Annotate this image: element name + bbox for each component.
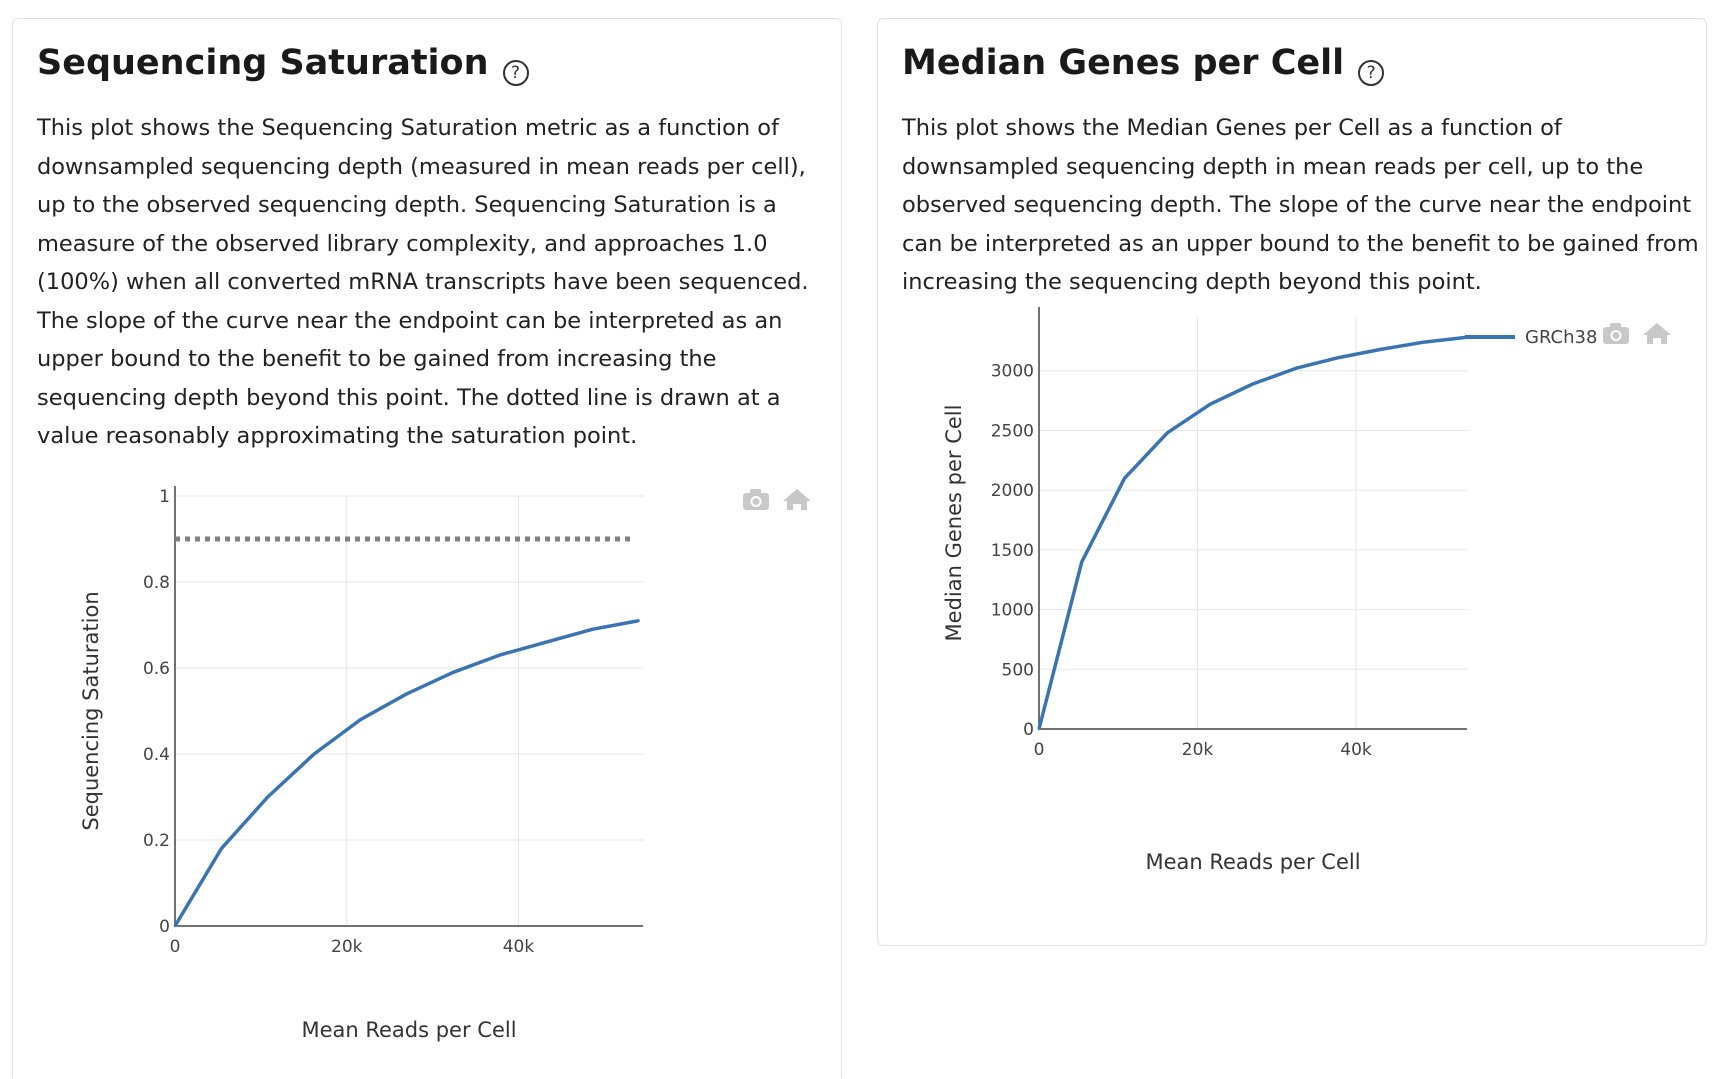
data-point bbox=[266, 795, 269, 799]
data-point bbox=[1037, 727, 1041, 731]
data-point bbox=[1423, 340, 1426, 344]
data-point bbox=[544, 641, 548, 644]
data-point bbox=[498, 653, 501, 657]
x-tick-label: 0 bbox=[170, 937, 181, 957]
data-point bbox=[452, 671, 455, 674]
median-genes-chart: 0 500 1000 1500 2000 2500 3000 0 20k 40k Mean Read… bbox=[942, 307, 1597, 874]
data-point bbox=[1209, 402, 1212, 406]
y-tick-label: 0 bbox=[1023, 720, 1034, 740]
camera-icon[interactable] bbox=[1603, 323, 1629, 344]
y-tick-label: 0.4 bbox=[143, 745, 170, 765]
home-icon[interactable] bbox=[783, 489, 811, 510]
panel-description: This plot shows the Sequencing Saturatio… bbox=[37, 115, 809, 449]
data-point bbox=[1294, 367, 1297, 370]
x-tick-label: 20k bbox=[1182, 740, 1214, 760]
sequencing-saturation-panel: Sequencing Saturation? This plot shows t… bbox=[12, 18, 842, 1078]
data-point bbox=[1251, 382, 1255, 386]
data-point bbox=[591, 628, 594, 631]
data-point bbox=[312, 752, 316, 756]
y-tick-label: 1000 bbox=[991, 601, 1034, 621]
y-tick-label: 2500 bbox=[991, 421, 1034, 441]
y-tick-label: 2000 bbox=[991, 481, 1034, 501]
median-genes-panel: Median Genes per Cell? This plot shows t… bbox=[877, 18, 1707, 946]
camera-icon[interactable] bbox=[743, 489, 769, 510]
y-tick-label: 0.8 bbox=[143, 573, 170, 593]
question-circle-icon[interactable]: ? bbox=[502, 60, 529, 86]
data-point bbox=[1123, 477, 1126, 480]
plot-modebar bbox=[1601, 319, 1681, 347]
x-tick-label: 0 bbox=[1034, 740, 1045, 760]
data-point bbox=[1380, 348, 1383, 351]
y-tick-label: 1 bbox=[159, 487, 170, 507]
y-axis-title: Sequencing Saturation bbox=[79, 591, 103, 830]
series-line bbox=[173, 618, 640, 927]
question-circle-icon[interactable]: ? bbox=[1358, 60, 1385, 86]
panel-title: Median Genes per Cell? bbox=[902, 43, 1385, 86]
data-point bbox=[1337, 356, 1340, 359]
y-tick-label: 0 bbox=[159, 917, 170, 937]
panel-description: This plot shows the Median Genes per Cel… bbox=[902, 115, 1699, 295]
y-tick-label: 3000 bbox=[991, 362, 1034, 382]
data-point bbox=[1166, 431, 1169, 435]
series-line bbox=[1037, 335, 1468, 730]
y-tick-label: 0.6 bbox=[143, 659, 170, 679]
legend: GRCh38 bbox=[1465, 327, 1597, 348]
home-icon[interactable] bbox=[1643, 323, 1671, 344]
sequencing-saturation-chart: 0 0.2 0.4 0.6 0.8 1 0 20k 40k Mean Reads per Cell… bbox=[79, 486, 643, 1042]
data-point bbox=[359, 718, 362, 721]
y-tick-label: 1500 bbox=[991, 541, 1034, 561]
data-point bbox=[220, 847, 223, 850]
legend-label: GRCh38 bbox=[1525, 327, 1597, 348]
x-tick-label: 40k bbox=[503, 937, 535, 957]
x-axis-title: Mean Reads per Cell bbox=[1145, 850, 1360, 874]
y-tick-label: 500 bbox=[1002, 660, 1034, 680]
data-point bbox=[1080, 560, 1083, 564]
data-point bbox=[637, 619, 640, 622]
y-axis-title: Median Genes per Cell bbox=[942, 405, 966, 642]
x-tick-label: 40k bbox=[1340, 740, 1372, 760]
panel-title: Sequencing Saturation? bbox=[37, 43, 529, 86]
x-tick-label: 20k bbox=[331, 937, 363, 957]
y-tick-label: 0.2 bbox=[143, 831, 170, 851]
plot-modebar bbox=[741, 485, 821, 513]
x-axis-title: Mean Reads per Cell bbox=[301, 1018, 516, 1042]
data-point bbox=[405, 692, 409, 695]
data-point bbox=[173, 924, 177, 928]
